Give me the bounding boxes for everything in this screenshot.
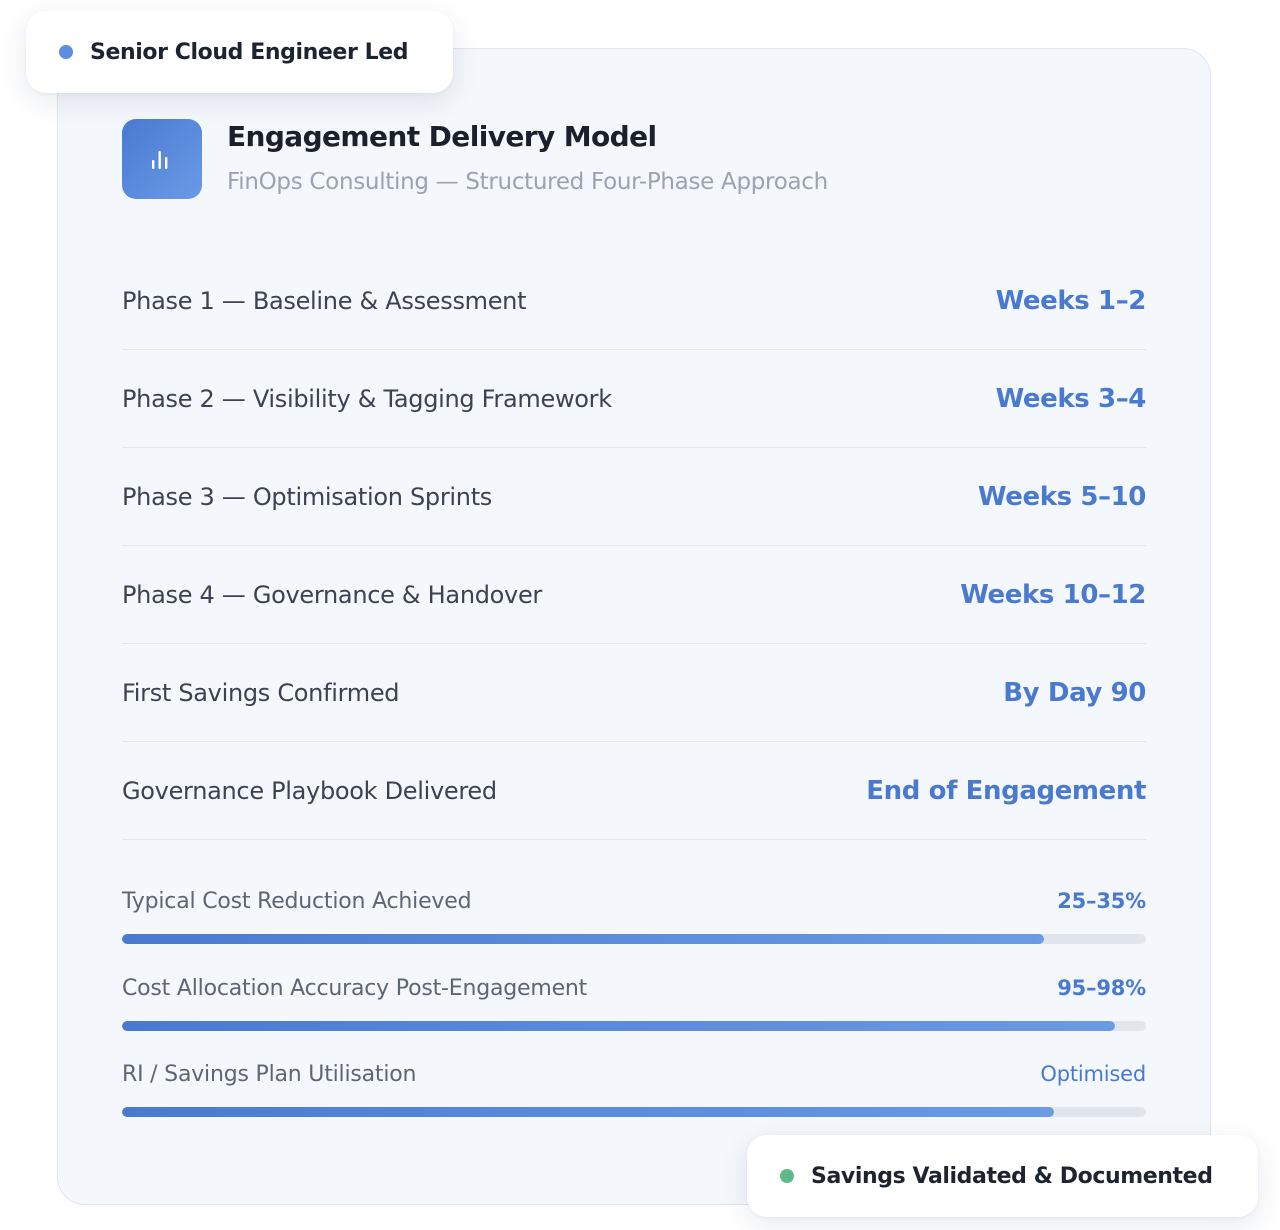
metric-allocation-accuracy: Cost Allocation Accuracy Post-Engagement… (122, 973, 1146, 1031)
status-dot (59, 45, 73, 59)
progress-fill (122, 1021, 1116, 1031)
timeline-row: Phase 3 — Optimisation Sprints Weeks 5–1… (122, 448, 1146, 546)
metric-value: Optimised (1040, 1062, 1146, 1086)
metric-cost-reduction: Typical Cost Reduction Achieved 25–35% (122, 886, 1146, 944)
timeline-label: Governance Playbook Delivered (122, 776, 497, 805)
progress-bar (122, 1107, 1146, 1117)
timeline-row: Phase 2 — Visibility & Tagging Framework… (122, 350, 1146, 448)
metric-value: 25–35% (1057, 889, 1146, 913)
timeline-value: Weeks 3–4 (995, 383, 1147, 414)
metric-ri-utilisation: RI / Savings Plan Utilisation Optimised (122, 1059, 1146, 1117)
page-title: Engagement Delivery Model (227, 120, 657, 153)
bar-chart-icon (122, 119, 202, 199)
progress-bar (122, 934, 1146, 944)
timeline-value: Weeks 5–10 (977, 481, 1147, 512)
timeline-row: Phase 1 — Baseline & Assessment Weeks 1–… (122, 252, 1146, 350)
timeline-label: Phase 4 — Governance & Handover (122, 580, 542, 609)
timeline-value: By Day 90 (1003, 677, 1146, 708)
metric-label: RI / Savings Plan Utilisation (122, 1061, 417, 1087)
engineer-led-label: Senior Cloud Engineer Led (90, 39, 409, 65)
metric-value: 95–98% (1057, 976, 1146, 1000)
timeline-row: First Savings Confirmed By Day 90 (122, 644, 1146, 742)
engineer-led-badge: Senior Cloud Engineer Led (26, 11, 453, 93)
timeline-list: Phase 1 — Baseline & Assessment Weeks 1–… (122, 252, 1146, 840)
metric-label: Typical Cost Reduction Achieved (122, 888, 472, 914)
progress-fill (122, 934, 1044, 944)
timeline-value: End of Engagement (866, 775, 1146, 806)
progress-fill (122, 1107, 1054, 1117)
timeline-row: Phase 4 — Governance & Handover Weeks 10… (122, 546, 1146, 644)
timeline-value: Weeks 1–2 (995, 285, 1147, 316)
timeline-label: Phase 3 — Optimisation Sprints (122, 482, 493, 511)
page-subtitle: FinOps Consulting — Structured Four-Phas… (227, 169, 828, 195)
delivery-model-card (57, 48, 1211, 1205)
savings-validated-badge: Savings Validated & Documented (747, 1135, 1258, 1217)
progress-bar (122, 1021, 1146, 1031)
savings-validated-label: Savings Validated & Documented (811, 1163, 1213, 1189)
metric-label: Cost Allocation Accuracy Post-Engagement (122, 975, 588, 1001)
timeline-row: Governance Playbook Delivered End of Eng… (122, 742, 1146, 840)
timeline-label: Phase 2 — Visibility & Tagging Framework (122, 384, 612, 413)
timeline-value: Weeks 10–12 (960, 579, 1146, 610)
timeline-label: Phase 1 — Baseline & Assessment (122, 286, 527, 315)
status-dot (780, 1169, 794, 1183)
timeline-label: First Savings Confirmed (122, 678, 400, 707)
